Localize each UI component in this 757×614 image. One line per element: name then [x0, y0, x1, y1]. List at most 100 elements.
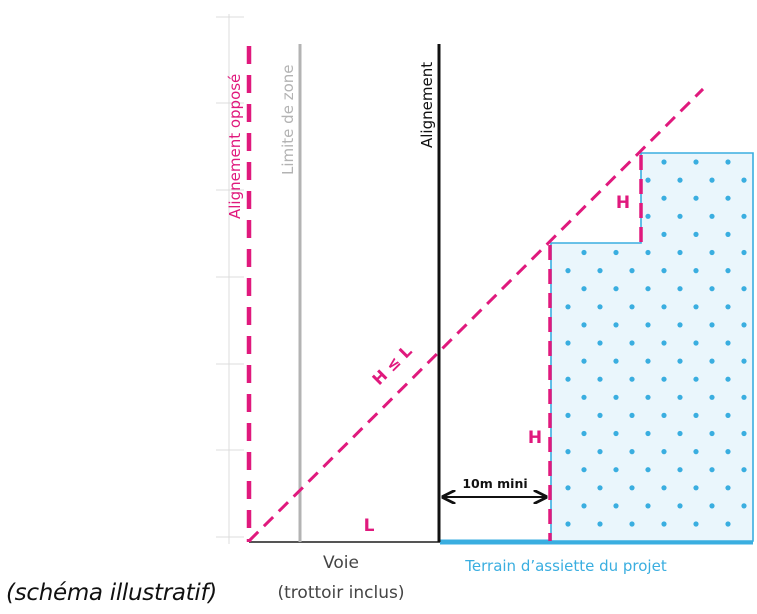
- trottoir-label: (trottoir inclus): [278, 583, 405, 603]
- building-dot: [565, 521, 571, 527]
- building-dot: [565, 159, 571, 165]
- ten-m-mini-label: 10m mini: [462, 476, 527, 491]
- building-dot: [597, 304, 603, 310]
- building-dot: [709, 322, 715, 328]
- building-dot: [629, 376, 635, 382]
- building-dot: [613, 213, 619, 219]
- building-dot: [565, 485, 571, 491]
- building-dot: [597, 159, 603, 165]
- building-dot: [741, 467, 747, 473]
- building-dot: [565, 231, 571, 237]
- building-dot: [581, 177, 587, 183]
- building-dot: [613, 394, 619, 400]
- building-dot: [613, 322, 619, 328]
- building-dot: [597, 521, 603, 527]
- building-dot: [597, 412, 603, 418]
- building-dot: [677, 467, 683, 473]
- building-dot: [581, 503, 587, 509]
- l-label: L: [364, 516, 375, 536]
- building-dot: [725, 521, 731, 527]
- building-dot: [741, 322, 747, 328]
- building-dot: [581, 358, 587, 364]
- building-dot: [725, 195, 731, 201]
- building-dot: [597, 268, 603, 274]
- limite-de-zone-label: Limite de zone: [279, 65, 297, 176]
- building-dot: [629, 231, 635, 237]
- h-lower-label: H: [528, 428, 542, 448]
- building-dot: [693, 449, 699, 455]
- building-dot: [693, 268, 699, 274]
- building-dot: [709, 358, 715, 364]
- building-dot: [597, 195, 603, 201]
- building-dot: [741, 177, 747, 183]
- building-dot: [677, 213, 683, 219]
- building-dot: [709, 213, 715, 219]
- building-dot: [581, 249, 587, 256]
- building-dot: [661, 485, 667, 491]
- building-dot: [629, 521, 635, 527]
- building-dot: [565, 304, 571, 310]
- caption: (schéma illustratif): [6, 580, 217, 606]
- terrain-label: Terrain d’assiette du projet: [464, 557, 667, 575]
- building-dot: [725, 485, 731, 491]
- building-dot: [613, 503, 619, 509]
- building-dot: [709, 286, 715, 292]
- building-dot: [693, 340, 699, 346]
- scale-lines: [216, 14, 244, 544]
- building-dot: [661, 231, 667, 237]
- alignement-oppose-label: Alignement opposé: [226, 74, 244, 219]
- building-dot: [645, 177, 651, 183]
- building-dot: [645, 394, 651, 400]
- building-dot: [725, 449, 731, 455]
- building-dot: [629, 340, 635, 346]
- building-dot: [693, 195, 699, 201]
- building-dot: [613, 286, 619, 292]
- building-dot: [565, 340, 571, 346]
- h-le-l-label: H ≤ L: [368, 341, 415, 388]
- building-dot: [613, 467, 619, 473]
- building-dot: [661, 376, 667, 382]
- building-dot: [709, 503, 715, 509]
- building-dot: [709, 430, 715, 437]
- building-dot: [741, 394, 747, 400]
- building-dot: [629, 449, 635, 455]
- building-dot: [741, 213, 747, 219]
- building-dot: [645, 322, 651, 328]
- building-dot: [597, 340, 603, 346]
- building-dot: [661, 268, 667, 274]
- building-dot: [677, 322, 683, 328]
- building-dot: [597, 449, 603, 455]
- building-dot: [565, 268, 571, 274]
- building-dot: [597, 231, 603, 237]
- building-dot: [645, 430, 651, 437]
- building-dot: [741, 503, 747, 509]
- building-dot: [693, 376, 699, 382]
- building-dot: [677, 503, 683, 509]
- building-dot: [677, 286, 683, 292]
- building-dot: [725, 231, 731, 237]
- building-dot: [581, 213, 587, 219]
- building-dot: [581, 430, 587, 437]
- building-dot: [693, 412, 699, 418]
- building-dot: [565, 449, 571, 455]
- building-dot: [709, 394, 715, 400]
- building-dot: [725, 159, 731, 165]
- building-dot: [741, 249, 747, 256]
- building-dot: [725, 376, 731, 382]
- building-dot: [661, 195, 667, 201]
- building-dot: [629, 412, 635, 418]
- alignement-label: Alignement: [418, 62, 436, 148]
- building-dot: [613, 249, 619, 256]
- building-dot: [661, 412, 667, 418]
- building-dot: [677, 430, 683, 437]
- building-dot: [677, 177, 683, 183]
- building-dot: [709, 249, 715, 256]
- building-dot: [693, 304, 699, 310]
- building-dot: [693, 485, 699, 491]
- building-dot: [629, 195, 635, 201]
- building-dot: [693, 521, 699, 527]
- h-le-l-diagonal-line: [247, 87, 705, 543]
- building-dot: [709, 467, 715, 473]
- building-dot: [677, 358, 683, 364]
- building-dot: [629, 304, 635, 310]
